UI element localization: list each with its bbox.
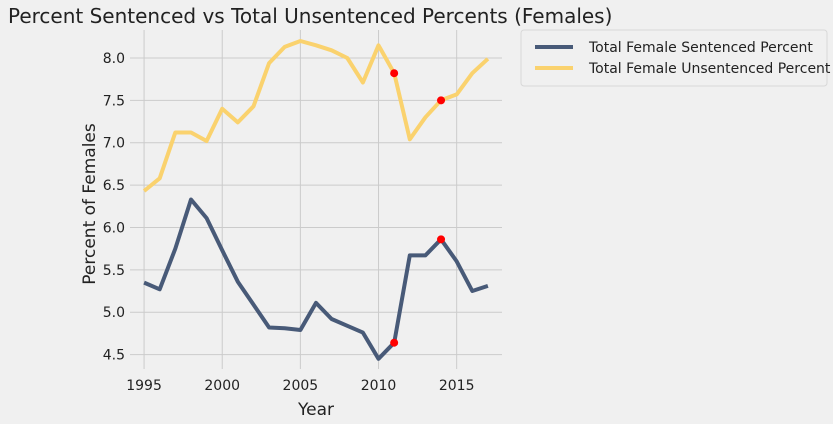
series-line-1 bbox=[143, 197, 489, 361]
y-tick-label: 5.5 bbox=[103, 263, 125, 279]
y-tick-label: 6.5 bbox=[103, 178, 125, 194]
highlight-point bbox=[437, 235, 446, 244]
y-tick-label: 7.0 bbox=[103, 136, 125, 152]
y-tick-labels: 4.5 5.0 5.5 6.0 6.5 7.0 7.5 8.0 bbox=[103, 51, 125, 364]
highlight-point bbox=[390, 338, 399, 347]
y-tick-label: 4.5 bbox=[103, 348, 125, 364]
x-tick-label: 2000 bbox=[204, 378, 240, 394]
series-lines bbox=[142, 39, 490, 361]
grid bbox=[130, 30, 502, 369]
y-tick-label: 6.0 bbox=[103, 220, 125, 236]
highlight-points bbox=[390, 69, 446, 347]
x-tick-label: 2015 bbox=[439, 378, 475, 394]
legend: Total Female Sentenced Percent Total Fema… bbox=[520, 29, 831, 87]
y-tick-label: 8.0 bbox=[103, 51, 125, 67]
legend-label-2: Total Female Unsentenced Percent bbox=[588, 61, 831, 77]
legend-label-1: Total Female Sentenced Percent bbox=[588, 40, 813, 56]
chart-title: Percent Sentenced vs Total Unsentenced P… bbox=[8, 4, 612, 28]
legend-box bbox=[520, 29, 828, 87]
x-tick-labels: 1995 2000 2005 2010 2015 bbox=[126, 378, 474, 394]
series-line-2 bbox=[142, 39, 490, 193]
x-tick-label: 2010 bbox=[361, 378, 397, 394]
y-axis-label: Percent of Females bbox=[80, 123, 100, 285]
highlight-point bbox=[390, 69, 399, 78]
x-tick-label: 1995 bbox=[126, 378, 162, 394]
plot-area: 1995 2000 2005 2010 2015 4.5 5.0 5.5 6.0 6.5 7.0 7… bbox=[103, 30, 502, 394]
x-axis-label: Year bbox=[297, 400, 334, 420]
highlight-point bbox=[437, 96, 446, 105]
y-tick-label: 7.5 bbox=[103, 93, 125, 109]
y-tick-label: 5.0 bbox=[103, 305, 125, 321]
x-tick-label: 2005 bbox=[283, 378, 319, 394]
